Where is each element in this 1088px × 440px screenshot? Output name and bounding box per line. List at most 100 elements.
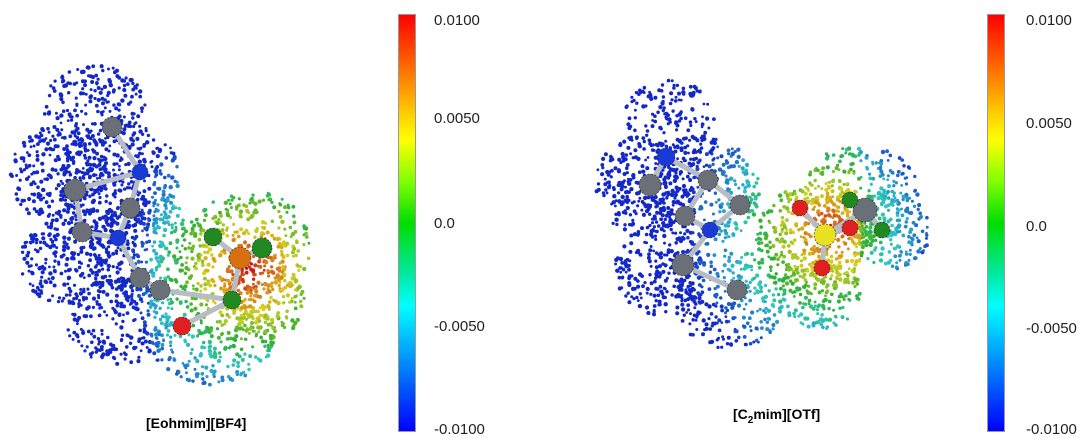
surface-dot — [688, 120, 693, 124]
surface-dot — [601, 166, 605, 170]
surface-dot — [874, 161, 878, 165]
surface-dot — [256, 280, 261, 285]
surface-dot — [42, 241, 46, 245]
surface-dot — [793, 279, 797, 283]
surface-dot — [776, 263, 780, 267]
surface-dot — [868, 176, 873, 181]
surface-dot — [831, 208, 836, 213]
surface-dot — [41, 188, 46, 192]
surface-dot — [721, 209, 726, 214]
surface-dot — [46, 126, 50, 131]
surface-dot — [693, 306, 697, 310]
surface-dot — [189, 231, 194, 236]
surface-dot — [197, 237, 202, 242]
surface-dot — [258, 306, 263, 310]
surface-dot — [855, 296, 860, 301]
surface-dot — [204, 303, 208, 307]
atom — [129, 267, 151, 289]
surface-dot — [154, 169, 159, 174]
surface-dot — [801, 305, 805, 310]
surface-dot — [871, 160, 875, 164]
surface-dot — [53, 158, 58, 163]
surface-dot — [767, 289, 771, 293]
surface-dot — [220, 323, 224, 327]
surface-dot — [82, 196, 87, 201]
surface-dot — [640, 208, 644, 212]
surface-dot — [59, 254, 64, 259]
surface-dot — [895, 198, 900, 203]
surface-dot — [768, 246, 772, 250]
surface-dot — [756, 291, 760, 295]
surface-dot — [708, 270, 713, 275]
atom — [813, 259, 831, 277]
electrostatic-potential-dot-cloud — [8, 64, 311, 387]
surface-dot — [203, 256, 208, 261]
surface-dot — [129, 136, 134, 141]
surface-dot — [185, 280, 189, 285]
surface-dot — [63, 166, 68, 171]
surface-dot — [154, 166, 158, 171]
surface-dot — [61, 195, 65, 199]
surface-dot — [653, 276, 658, 280]
surface-dot — [181, 362, 185, 365]
surface-dot — [666, 248, 671, 253]
surface-dot — [635, 137, 639, 141]
surface-dot — [291, 204, 296, 209]
surface-dot — [195, 359, 200, 364]
surface-dot — [161, 193, 165, 197]
surface-dot — [787, 311, 792, 315]
surface-dot — [59, 93, 64, 98]
surface-dot — [760, 248, 764, 253]
surface-dot — [161, 301, 165, 305]
surface-dot — [285, 293, 290, 298]
surface-dot — [807, 232, 811, 237]
surface-dot — [56, 172, 60, 176]
surface-dot — [705, 241, 710, 246]
surface-dot — [110, 347, 114, 352]
surface-dot — [644, 158, 647, 162]
surface-dot — [795, 222, 798, 225]
surface-dot — [283, 227, 287, 231]
surface-dot — [107, 67, 110, 71]
surface-dot — [270, 281, 274, 285]
surface-dot — [890, 198, 894, 203]
surface-dot — [96, 337, 101, 341]
surface-dot — [32, 144, 36, 148]
surface-dot — [139, 106, 145, 111]
surface-dot — [745, 251, 750, 256]
surface-dot — [283, 205, 287, 210]
surface-dot — [232, 311, 236, 315]
surface-dot — [612, 194, 617, 199]
surface-dot — [609, 175, 613, 179]
surface-dot — [108, 274, 112, 278]
surface-dot — [630, 95, 634, 99]
surface-dot — [781, 297, 786, 301]
surface-dot — [794, 267, 799, 272]
surface-dot — [213, 301, 217, 305]
surface-dot — [161, 189, 166, 194]
surface-dot — [247, 287, 251, 291]
surface-dot — [637, 303, 643, 309]
surface-dot — [901, 171, 905, 176]
surface-dot — [183, 288, 187, 292]
surface-dot — [244, 204, 249, 209]
surface-dot — [721, 269, 725, 273]
surface-dot — [293, 300, 297, 304]
surface-dot — [817, 303, 821, 308]
surface-dot — [200, 259, 205, 264]
surface-dot — [654, 265, 659, 270]
surface-dot — [258, 358, 263, 363]
surface-dot — [168, 277, 173, 282]
surface-dot — [637, 144, 642, 149]
surface-dot — [594, 189, 599, 194]
surface-dot — [670, 79, 674, 83]
surface-dot — [271, 335, 276, 340]
surface-dot — [169, 151, 174, 155]
surface-dot — [112, 168, 115, 172]
surface-dot — [839, 154, 843, 159]
surface-dot — [66, 221, 72, 226]
surface-dot — [652, 304, 657, 308]
surface-dot — [270, 233, 274, 238]
surface-dot — [48, 271, 53, 276]
surface-dot — [251, 329, 255, 333]
